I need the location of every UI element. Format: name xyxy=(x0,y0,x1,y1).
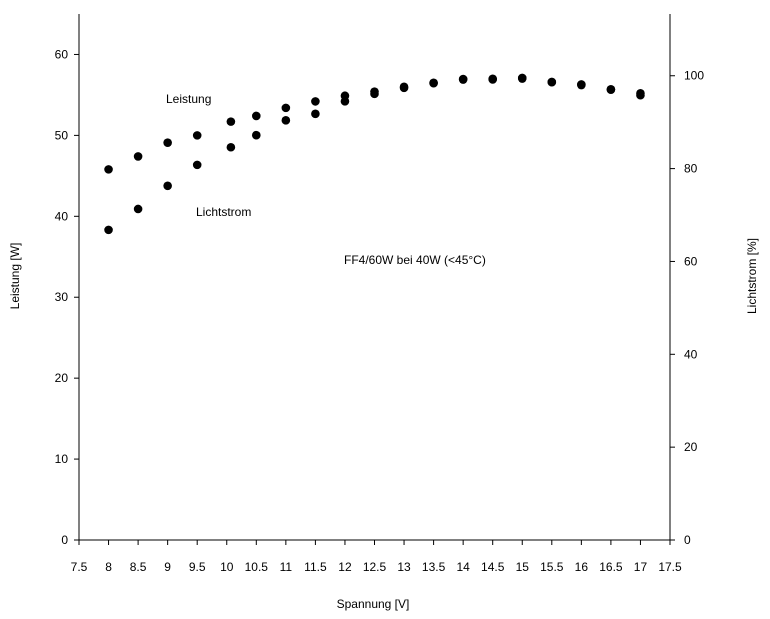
x-axis-label: Spannung [V] xyxy=(337,597,410,611)
data-point-lichtstrom xyxy=(104,225,113,235)
data-point-lichtstrom xyxy=(517,74,527,83)
right-y-tick-label: 20 xyxy=(684,440,698,454)
right-y-tick-label: 80 xyxy=(684,162,698,176)
x-tick-label: 16 xyxy=(575,560,589,574)
data-point-lichtstrom xyxy=(226,142,236,152)
x-tick-label: 14.5 xyxy=(481,560,505,574)
x-tick-label: 9.5 xyxy=(189,560,206,574)
right-y-tick-label: 60 xyxy=(684,254,698,268)
x-tick-label: 13 xyxy=(397,560,411,574)
data-point-leistung xyxy=(133,152,143,161)
data-point-leistung xyxy=(311,97,320,106)
data-point-leistung xyxy=(104,165,113,174)
x-tick-label: 8 xyxy=(105,560,112,574)
right-y-axis-ticks: 0 20 40 60 80 100 xyxy=(670,69,704,547)
data-point-lichtstrom xyxy=(251,130,261,140)
right-y-axis-label: Lichtstrom [%] xyxy=(745,238,759,314)
x-tick-label: 12.5 xyxy=(363,560,387,574)
right-y-tick-label: 40 xyxy=(684,347,698,361)
x-tick-label: 8.5 xyxy=(130,560,147,574)
x-tick-label: 15 xyxy=(516,560,530,574)
data-point-lichtstrom xyxy=(429,78,438,88)
data-point-leistung xyxy=(163,138,172,147)
x-tick-label: 9 xyxy=(164,560,171,574)
data-point-lichtstrom xyxy=(281,116,291,125)
x-tick-label: 11 xyxy=(280,560,293,574)
data-point-leistung xyxy=(251,111,261,121)
data-point-lichtstrom xyxy=(370,89,379,99)
x-tick-label: 10 xyxy=(220,560,234,574)
data-point-lichtstrom xyxy=(636,90,645,100)
right-y-tick-label: 0 xyxy=(684,533,691,547)
data-point-lichtstrom xyxy=(311,109,320,119)
left-y-tick-label: 40 xyxy=(55,209,69,223)
data-point-lichtstrom xyxy=(163,181,172,191)
data-point-lichtstrom xyxy=(547,77,557,87)
x-tick-label: 11.5 xyxy=(304,560,327,574)
x-tick-label: 13.5 xyxy=(422,560,446,574)
x-tick-label: 17.5 xyxy=(658,560,682,574)
x-tick-label: 15.5 xyxy=(540,560,564,574)
left-y-tick-label: 60 xyxy=(55,47,69,61)
data-point-lichtstrom xyxy=(399,83,409,93)
right-y-tick-label: 100 xyxy=(684,69,704,83)
data-point-lichtstrom xyxy=(488,75,498,84)
x-axis-ticks: 7.5 8 8.5 9 9.5 10 10.5 11 11.5 12 12.5 13 13.5 14 14.… xyxy=(71,540,682,574)
left-y-tick-label: 10 xyxy=(55,452,69,466)
data-point-lichtstrom xyxy=(577,80,586,90)
x-tick-label: 10.5 xyxy=(245,560,269,574)
x-tick-label: 7.5 xyxy=(71,560,88,574)
data-point-leistung xyxy=(192,131,202,140)
data-point-lichtstrom xyxy=(340,96,350,106)
left-y-tick-label: 30 xyxy=(55,290,69,304)
left-y-tick-label: 20 xyxy=(55,371,69,385)
data-point-lichtstrom xyxy=(458,74,468,84)
left-y-tick-label: 0 xyxy=(61,533,68,547)
left-y-tick-label: 50 xyxy=(55,128,69,142)
left-y-axis-label: Leistung [W] xyxy=(8,243,22,310)
data-points xyxy=(104,73,645,235)
left-y-axis-ticks: 0 10 20 30 40 50 60 xyxy=(55,47,79,547)
x-tick-label: 16.5 xyxy=(599,560,623,574)
series-label-lichtstrom: Lichtstrom xyxy=(196,205,251,219)
data-point-lichtstrom xyxy=(133,204,143,214)
x-tick-label: 17 xyxy=(634,560,648,574)
data-point-lichtstrom xyxy=(192,160,202,170)
x-tick-label: 14 xyxy=(456,560,470,574)
chart-annotation: FF4/60W bei 40W (<45°C) xyxy=(344,253,486,267)
x-tick-label: 12 xyxy=(338,560,352,574)
data-point-leistung xyxy=(226,117,236,126)
data-point-lichtstrom xyxy=(606,85,616,94)
series-label-leistung: Leistung xyxy=(166,92,211,106)
data-point-leistung xyxy=(281,103,291,113)
